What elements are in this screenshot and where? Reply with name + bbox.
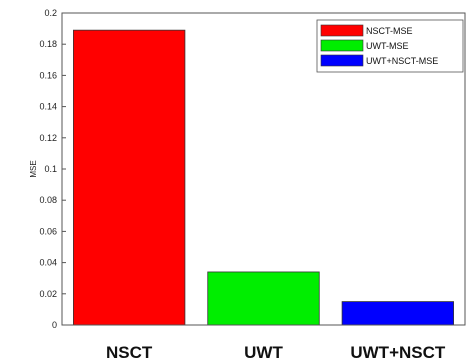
x-category-label: NSCT xyxy=(106,343,153,362)
y-axis-label: MSE xyxy=(29,160,38,177)
x-category-label: UWT xyxy=(244,343,283,362)
x-category-label: UWT+NSCT xyxy=(350,343,446,362)
y-tick-label: 0.12 xyxy=(39,133,57,143)
y-axis: 0 0.02 0.04 0.06 0.08 0.1 0.12 0.14 0.16 0.18 0.2 xyxy=(39,8,66,330)
y-tick-label: 0.14 xyxy=(39,102,57,112)
legend-swatch xyxy=(320,24,364,37)
y-tick-label: 0.1 xyxy=(44,164,57,174)
legend-entry-label: UWT+NSCT-MSE xyxy=(366,56,438,66)
bar-nsct xyxy=(73,29,186,326)
y-tick-label: 0.04 xyxy=(39,258,57,268)
y-tick-label: 0.2 xyxy=(44,8,57,18)
legend-entry-label: UWT-MSE xyxy=(366,41,409,51)
legend-swatch xyxy=(320,39,364,52)
y-tick-label: 0.02 xyxy=(39,289,57,299)
legend: NSCT-MSE UWT-MSE UWT+NSCT-MSE xyxy=(316,19,464,73)
bars-group xyxy=(73,29,454,326)
plot-frame xyxy=(61,12,466,326)
y-tick-label: 0.06 xyxy=(39,226,57,236)
y-tick-label: 0 xyxy=(52,320,57,330)
y-tick-label: 0.16 xyxy=(39,70,57,80)
x-axis-labels: NSCT UWT UWT+NSCT xyxy=(106,343,446,362)
bar-uwt xyxy=(207,271,320,326)
legend-swatch xyxy=(320,54,364,67)
bar-uwt-nsct xyxy=(341,301,454,326)
y-tick-label: 0.18 xyxy=(39,39,57,49)
legend-entry-label: NSCT-MSE xyxy=(366,26,413,36)
y-tick-label: 0.08 xyxy=(39,195,57,205)
